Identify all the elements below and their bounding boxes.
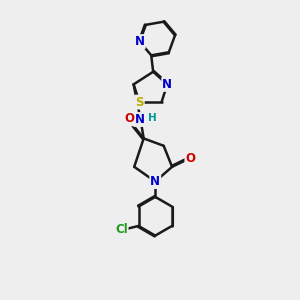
Text: O: O [185, 152, 195, 165]
Text: S: S [135, 95, 144, 109]
Text: N: N [162, 78, 172, 91]
Text: N: N [150, 175, 160, 188]
Text: Cl: Cl [115, 223, 128, 236]
Text: N: N [135, 35, 145, 48]
Text: H: H [148, 113, 157, 123]
Text: O: O [124, 112, 134, 125]
Text: N: N [134, 113, 145, 126]
